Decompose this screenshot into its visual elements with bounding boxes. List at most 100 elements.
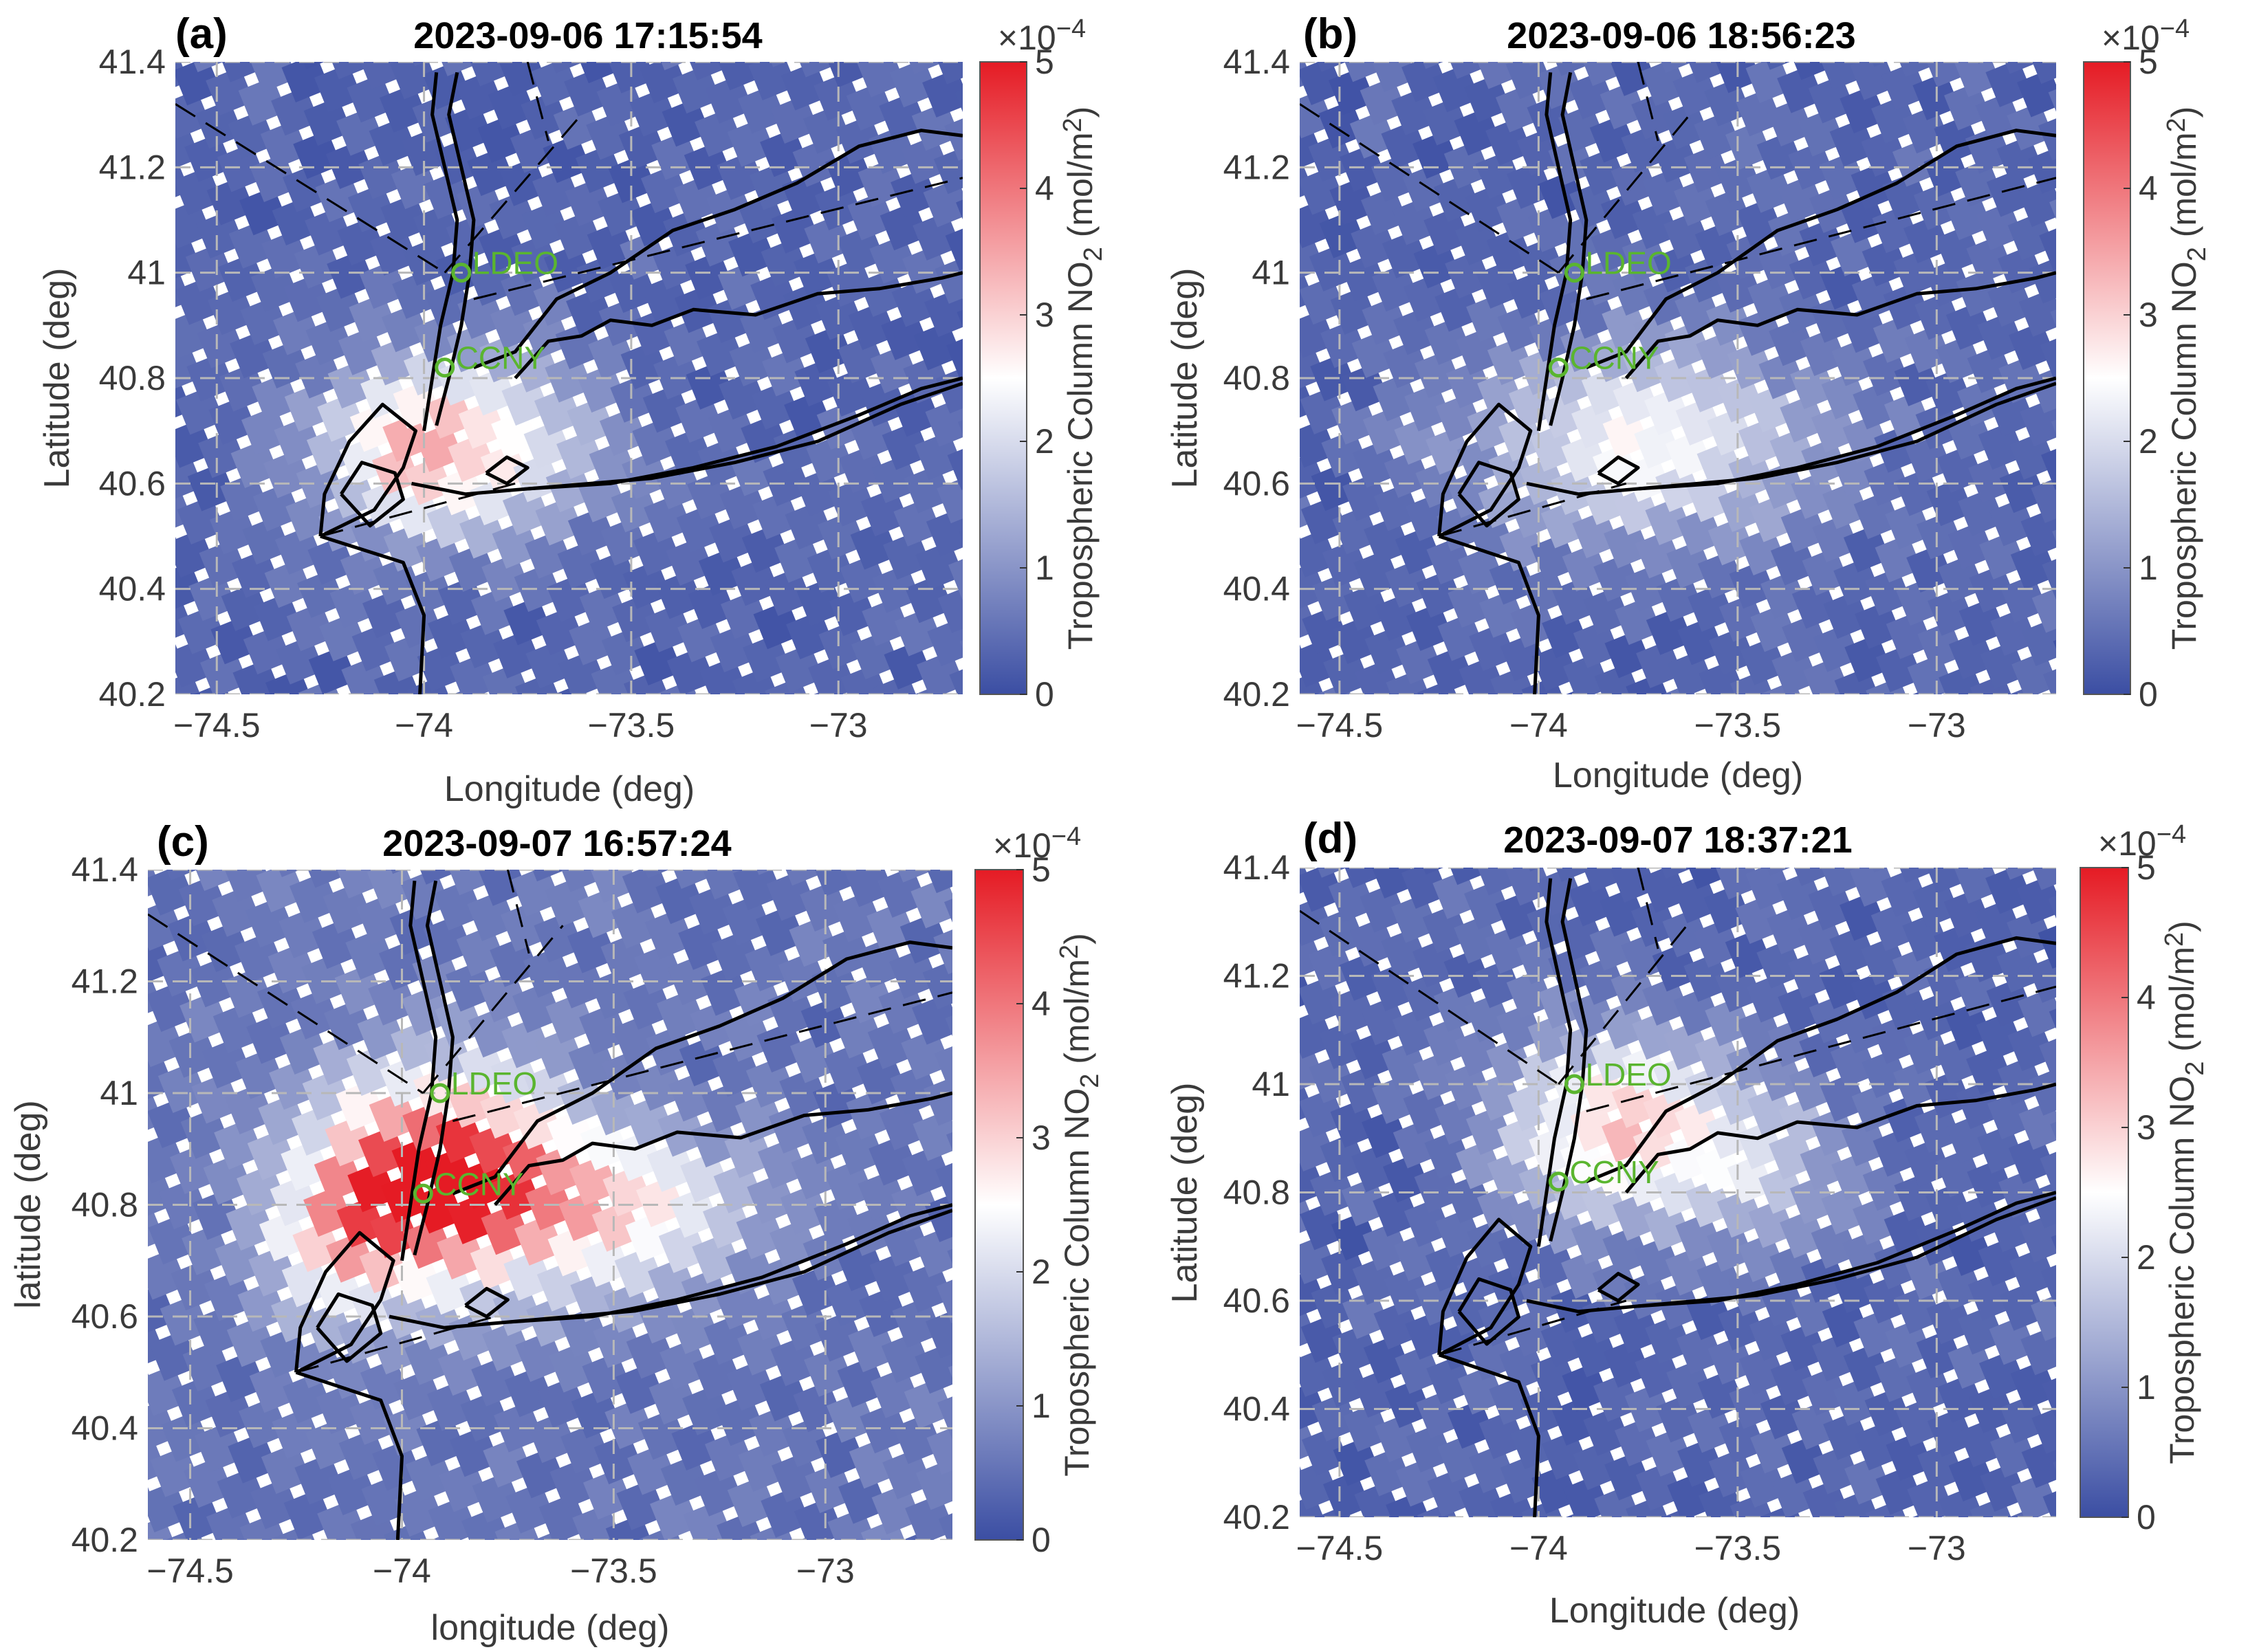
station-label: LDEO	[451, 1066, 537, 1101]
no2-pixel	[548, 1341, 599, 1393]
no2-pixel	[1884, 391, 1932, 440]
no2-pixel	[1655, 463, 1703, 512]
no2-pixel	[1781, 1434, 1829, 1484]
no2-pixel	[1381, 120, 1428, 169]
coastline	[1585, 936, 2056, 1184]
no2-pixel	[1497, 1116, 1545, 1166]
no2-pixel	[1821, 371, 1869, 419]
no2-pixel	[1624, 563, 1672, 612]
no2-pixel	[228, 219, 278, 269]
no2-pixel	[1591, 223, 1638, 273]
coastline	[1624, 1082, 2056, 1194]
no2-pixel	[1818, 62, 1866, 90]
no2-pixel	[345, 928, 396, 980]
no2-pixel	[2064, 705, 2111, 753]
no2-pixel	[286, 602, 336, 652]
no2-pixel	[1329, 67, 1376, 115]
no2-pixel	[1705, 188, 1752, 236]
no2-pixel	[379, 83, 428, 133]
no2-pixel	[1978, 421, 2026, 470]
no2-pixel	[1965, 125, 2013, 174]
no2-pixel	[1570, 1102, 1618, 1152]
boundary-line	[148, 913, 424, 1094]
no2-pixel	[1780, 394, 1827, 443]
no2-pixel	[512, 343, 561, 393]
no2-pixel	[804, 214, 853, 264]
no2-pixel	[2011, 1473, 2056, 1517]
no2-pixel	[1615, 596, 1662, 646]
no2-pixel	[1922, 868, 1970, 894]
x-tick-label: −74	[395, 706, 453, 745]
no2-pixel	[743, 633, 792, 683]
no2-pixel	[1653, 244, 1701, 293]
no2-pixel	[175, 89, 211, 139]
no2-pixel	[357, 1009, 408, 1061]
no2-pixel	[1694, 1031, 1743, 1081]
no2-pixel	[937, 1388, 952, 1440]
no2-pixel	[1302, 1426, 1349, 1476]
no2-pixel	[1697, 1369, 1745, 1419]
no2-pixel	[1977, 311, 2025, 360]
no2-pixel	[860, 377, 908, 427]
y-tick-label: 40.8	[72, 1186, 138, 1224]
no2-pixel	[932, 62, 963, 85]
no2-pixel	[1840, 195, 1888, 243]
no2-pixel	[785, 500, 833, 550]
no2-pixel	[1870, 789, 1917, 838]
no2-pixel	[858, 1169, 908, 1221]
no2-pixel	[283, 1488, 334, 1540]
no2-pixel	[1821, 1185, 1869, 1235]
no2-pixel	[1474, 868, 1522, 896]
no2-pixel	[1855, 710, 1902, 758]
no2-pixel	[264, 559, 313, 608]
no2-pixel	[1635, 530, 1683, 579]
no2-pixel	[1489, 1376, 1537, 1425]
station-label: CCNY	[1569, 340, 1659, 376]
no2-pixel	[515, 672, 564, 694]
no2-pixel	[1812, 1332, 1860, 1382]
no2-pixel	[1842, 305, 1889, 353]
panel-title: 2023-09-06 17:15:54	[413, 15, 762, 56]
no2-pixel	[1980, 1462, 2028, 1512]
no2-pixel	[1623, 344, 1670, 393]
no2-pixel	[699, 870, 750, 900]
colorbar-tick-label: 1	[2139, 549, 2158, 587]
no2-pixel	[587, 221, 636, 270]
no2-pixel	[772, 314, 821, 364]
no2-pixel	[148, 1132, 187, 1184]
no2-pixel	[177, 496, 226, 544]
no2-pixel	[1873, 314, 1921, 363]
no2-pixel	[1395, 526, 1443, 575]
no2-pixel	[1633, 310, 1681, 360]
no2-pixel	[1456, 1140, 1503, 1189]
no2-pixel	[1969, 564, 2016, 613]
no2-pixel	[1819, 151, 1867, 200]
colorbar-tick-label: 0	[2139, 675, 2158, 714]
no2-pixel	[844, 870, 895, 907]
no2-pixel	[1321, 429, 1368, 478]
no2-pixel	[1833, 1376, 1881, 1427]
panel-title: 2023-09-07 18:37:21	[1503, 819, 1852, 861]
no2-pixel	[503, 1249, 554, 1301]
no2-pixel	[484, 1553, 534, 1604]
no2-pixel	[2040, 1145, 2056, 1195]
no2-pixel	[1864, 1274, 1912, 1324]
no2-pixel	[863, 707, 911, 756]
colorbar-multiplier: ×10−4	[998, 14, 1086, 57]
no2-pixel	[1538, 979, 1586, 1029]
no2-pixel	[239, 186, 288, 236]
no2-pixel	[579, 1003, 629, 1055]
no2-pixel	[1767, 98, 1814, 147]
no2-pixel	[1894, 357, 1942, 406]
no2-pixel	[683, 62, 732, 80]
no2-pixel	[593, 1433, 644, 1485]
no2-pixel	[1905, 434, 1953, 483]
no2-pixel	[534, 1027, 585, 1079]
y-axis-label: latitude (deg)	[8, 1100, 48, 1309]
no2-pixel	[194, 1421, 245, 1473]
no2-pixel	[1478, 1409, 1527, 1460]
no2-pixel	[415, 423, 464, 472]
no2-pixel	[255, 702, 303, 751]
no2-pixel	[412, 93, 461, 143]
no2-pixel	[1865, 1499, 1913, 1517]
